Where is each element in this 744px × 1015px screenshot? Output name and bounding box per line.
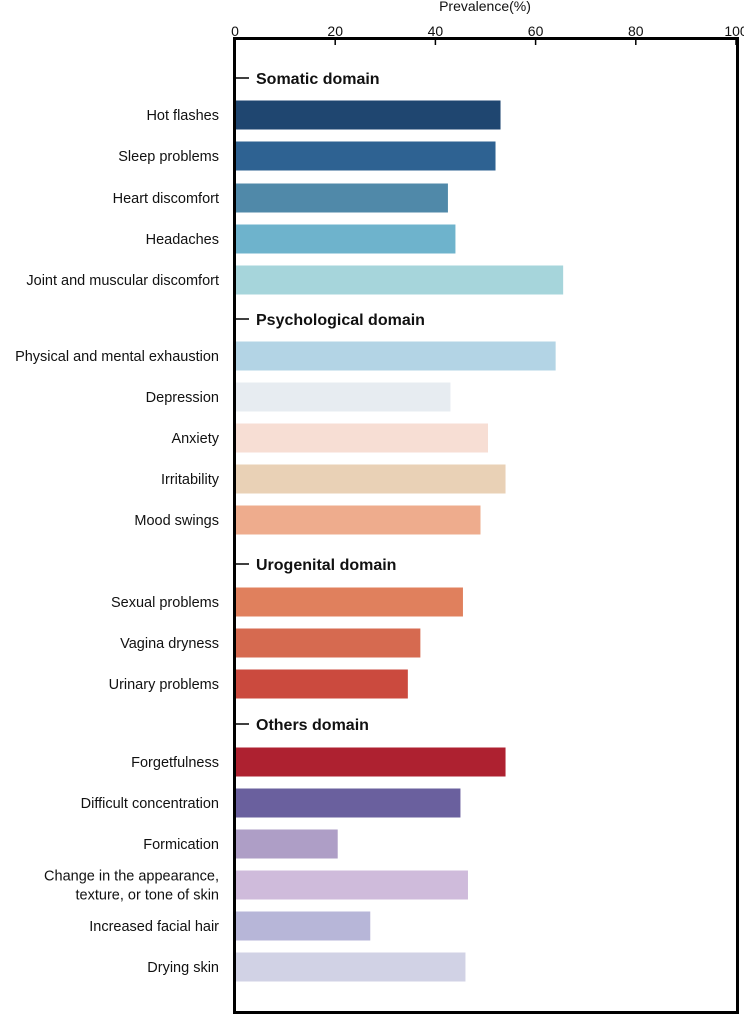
bar: [236, 628, 421, 658]
bar: [236, 382, 451, 412]
x-tick-label: 100: [724, 23, 744, 39]
category-label: Difficult concentration: [81, 796, 219, 812]
bar: [236, 952, 466, 982]
category-label: Increased facial hair: [89, 919, 219, 935]
bar: [236, 829, 338, 859]
category-label: Physical and mental exhaustion: [15, 349, 219, 365]
bar: [236, 911, 371, 941]
category-label: Forgetfulness: [131, 755, 219, 771]
x-tick-label: 0: [231, 23, 239, 39]
category-label: Mood swings: [134, 513, 219, 529]
bar: [236, 265, 564, 295]
category-label: Change in the appearance, texture, or ton…: [44, 869, 219, 904]
category-label: Sleep problems: [118, 149, 219, 165]
bar: [236, 423, 489, 453]
category-label: Formication: [143, 837, 219, 853]
domain-group: Psychological domain Physical and mental …: [15, 312, 556, 535]
bar: [236, 870, 468, 900]
category-label: Depression: [146, 390, 219, 406]
domain-label: Psychological domain: [256, 312, 425, 329]
domain-group: Urogenital domain Sexual problems Vagina d…: [109, 557, 463, 699]
category-label: Drying skin: [147, 960, 219, 976]
category-label: Vagina dryness: [120, 636, 219, 652]
domain-label: Urogenital domain: [256, 557, 396, 574]
category-label: Anxiety: [171, 431, 219, 447]
x-tick-label: 60: [528, 23, 544, 39]
x-tick-label: 20: [327, 23, 343, 39]
domain-group: Somatic domain Hot flashes Sleep problems H…: [26, 71, 564, 295]
category-label: Joint and muscular discomfort: [26, 273, 219, 289]
bar: [236, 464, 506, 494]
x-tick-label: 40: [428, 23, 444, 39]
bar: [236, 183, 448, 213]
category-label: Sexual problems: [111, 595, 219, 611]
domain-label: Others domain: [256, 717, 369, 734]
category-label: Headaches: [146, 232, 219, 248]
category-label: Heart discomfort: [113, 191, 219, 207]
plot-frame: [233, 37, 739, 1014]
x-axis-title: Prevalence(%): [439, 0, 531, 14]
x-tick-label: 80: [628, 23, 644, 39]
x-axis-ticks: 0 20 40 60 80 100: [231, 23, 744, 45]
bar: [236, 788, 461, 818]
category-label: Urinary problems: [109, 677, 219, 693]
bar-groups: Somatic domain Hot flashes Sleep problems H…: [15, 71, 564, 982]
bar: [236, 341, 556, 371]
domain-group: Others domain Forgetfulness Difficult conc…: [44, 717, 506, 982]
bar: [236, 100, 501, 130]
category-label: Hot flashes: [146, 108, 219, 124]
bar: [236, 224, 456, 254]
bar: [236, 141, 496, 171]
bar: [236, 747, 506, 777]
bar: [236, 505, 481, 535]
category-label: Irritability: [161, 472, 220, 488]
bar: [236, 587, 463, 617]
domain-label: Somatic domain: [256, 71, 380, 88]
bar: [236, 669, 408, 699]
